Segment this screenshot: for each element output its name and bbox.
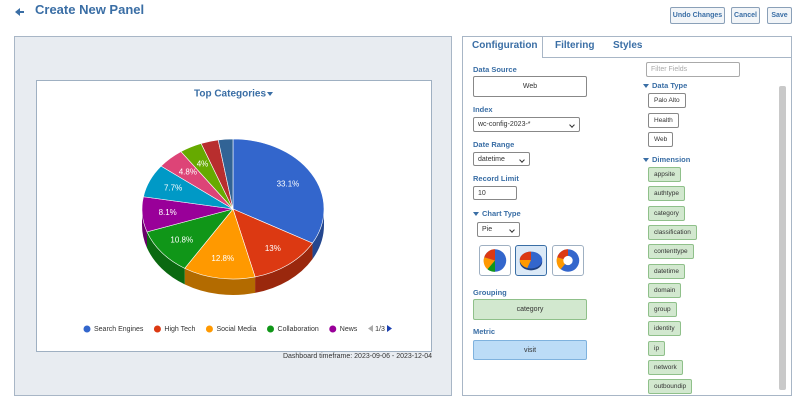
legend-prev[interactable] [368,325,373,332]
timeframe-note: Dashboard timeframe: 2023-09-06 - 2023-1… [282,353,432,360]
field-label: Metric [473,327,496,336]
active-tab-box [462,36,543,58]
section-label: Data Type [643,81,687,90]
section-label: Dimension [643,155,690,164]
chart: Top Categories 1/3 33.1% 13% 12.8% 10.8% 8.1… [83,89,392,333]
legend-swatch [267,325,275,333]
tab[interactable]: Configuration [472,40,538,51]
field-item[interactable]: identity [648,321,681,337]
title-caret[interactable] [267,92,273,96]
legend-label: News [340,326,358,333]
field-item[interactable]: domain [648,282,682,298]
field-item[interactable]: outboundip [648,379,693,395]
field-item[interactable]: contenttype [648,244,694,260]
data-source-box[interactable]: Web [473,76,587,97]
config-panel [462,36,792,396]
slice-label: 10.8% [170,235,193,244]
field-label: Chart Type [473,209,521,218]
pie-3d-icon[interactable] [515,245,547,276]
label-text: Data Type [652,81,688,90]
field-label: Data Source [473,65,517,74]
back-arrow[interactable] [15,8,20,16]
pie-slice-side [255,243,313,293]
slice-label: 7.7% [164,184,182,193]
legend-swatch [153,325,161,333]
slice-label: 12.8% [211,254,234,263]
field-item[interactable]: classification [648,224,697,240]
label-text: Chart Type [482,209,521,218]
scrollbar[interactable] [779,86,786,390]
field-item[interactable]: authtype [648,186,685,202]
field-item[interactable]: Web [648,132,674,147]
pie-slice-side [142,209,147,248]
save-button[interactable]: Save [767,7,792,24]
field-item[interactable]: Palo Alto [648,93,686,108]
legend-swatch [205,325,213,333]
pie-icon[interactable] [479,245,511,276]
slice-label: 4% [197,159,209,168]
back-arrow-bar[interactable] [19,11,24,13]
chart-box: Top Categories 1/3 33.1% 13% 12.8% 10.8% 8.1… [36,80,432,352]
field-label: Index [473,105,493,114]
pie-slice [184,208,256,280]
slice-label: 33.1% [277,179,300,188]
field-item[interactable]: appsite [648,167,681,182]
field-item[interactable]: network [648,360,683,375]
pie-slice [217,138,234,210]
pie-slice [232,208,313,278]
tab[interactable]: Filtering [555,40,595,51]
tab-line [543,57,792,58]
chart-type-select[interactable]: Pie [477,222,520,237]
page-title: Create New Panel [35,2,145,17]
legend-label: High Tech [164,326,195,333]
field-label: Record Limit [473,174,519,183]
grouping-box[interactable]: category [473,299,587,320]
slice-label: 13% [265,244,281,253]
pie-slice [232,138,325,244]
legend-next[interactable] [387,325,392,332]
legend-label: Social Media [216,326,256,333]
legend-page: 1/3 [375,326,385,333]
field-item[interactable]: datetime [648,263,685,279]
field-item[interactable]: Health [648,112,679,128]
record-limit-input[interactable]: 10 [473,186,517,200]
legend-label: Search Engines [94,326,144,333]
undo-button[interactable]: Undo Changes [670,7,725,24]
filter-fields-input[interactable]: Filter Fields [646,62,740,77]
field-item[interactable]: category [648,205,685,221]
slice-label: 8.1% [159,208,177,217]
field-item[interactable]: ip [648,340,666,356]
legend-label: Collaboration [278,326,319,333]
metric-box[interactable]: visit [473,340,587,360]
field-label: Grouping [473,288,507,297]
legend-swatch [329,325,337,333]
pie-slice-side [146,231,185,285]
tab[interactable]: Styles [613,40,643,51]
chart-title[interactable]: Top Categories [194,89,266,100]
slice-label: 4.8% [179,168,197,177]
index-select[interactable]: wc-config-2023-* [473,117,580,132]
donut-icon[interactable] [552,245,584,276]
legend-swatch [83,325,91,333]
label-text: Dimension [652,155,691,164]
field-item[interactable]: group [648,302,677,318]
date-range-select[interactable]: datetime [473,152,530,166]
field-label: Date Range [473,140,515,149]
cancel-button[interactable]: Cancel [731,7,760,24]
